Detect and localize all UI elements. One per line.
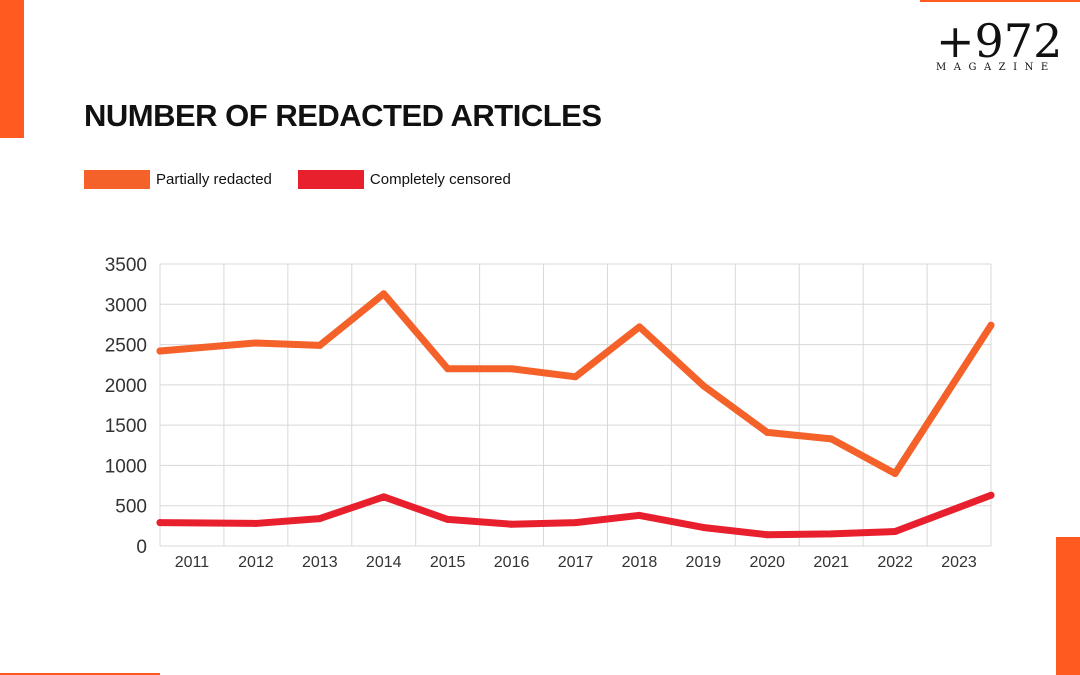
- y-tick-label: 2500: [105, 336, 147, 357]
- legend-swatch-partial: [84, 170, 150, 189]
- data-point-partially-redacted: [156, 347, 164, 355]
- data-point-partially-redacted: [987, 321, 995, 329]
- data-point-partially-redacted: [699, 382, 707, 390]
- legend-label-partial: Partially redacted: [156, 171, 272, 188]
- data-point-completely-censored: [156, 519, 164, 527]
- chart-legend: Partially redacted Completely censored: [84, 170, 537, 189]
- x-tick-label: 2022: [877, 554, 913, 571]
- data-point-partially-redacted: [316, 341, 324, 349]
- x-tick-label: 2014: [366, 554, 402, 571]
- x-tick-label: 2015: [430, 554, 466, 571]
- legend-swatch-complete: [297, 170, 364, 189]
- accent-bar-left: [0, 0, 24, 138]
- x-tick-label: 2013: [302, 554, 338, 571]
- logo-subtitle: MAGAZINE: [936, 62, 1056, 73]
- magazine-logo: +972 MAGAZINE: [936, 18, 1062, 80]
- y-tick-label: 2000: [105, 376, 147, 397]
- series-line-completely-censored: [156, 491, 995, 539]
- data-point-partially-redacted: [763, 428, 771, 436]
- data-point-completely-censored: [508, 520, 516, 528]
- x-tick-label: 2023: [941, 554, 977, 571]
- data-point-partially-redacted: [572, 373, 579, 381]
- accent-bar-right: [1056, 537, 1080, 675]
- x-tick-label: 2021: [813, 554, 849, 571]
- data-point-partially-redacted: [891, 469, 899, 477]
- data-point-completely-censored: [987, 491, 995, 499]
- legend-label-complete: Completely censored: [369, 171, 511, 188]
- x-tick-label: 2018: [622, 554, 658, 571]
- x-tick-label: 2017: [558, 554, 594, 571]
- data-point-partially-redacted: [508, 365, 516, 373]
- data-point-partially-redacted: [827, 435, 835, 443]
- y-tick-label: 1000: [105, 456, 147, 477]
- y-tick-label: 1500: [105, 416, 147, 437]
- x-tick-label: 2012: [238, 554, 274, 571]
- series-line-partially-redacted: [156, 290, 995, 477]
- legend-item-complete: Completely censored: [297, 170, 511, 189]
- y-tick-label: 3000: [105, 295, 147, 316]
- y-tick-label: 3500: [105, 255, 147, 276]
- data-point-completely-censored: [252, 519, 260, 527]
- accent-line-bottom: [0, 673, 160, 675]
- data-point-completely-censored: [572, 519, 579, 527]
- data-point-partially-redacted: [380, 290, 388, 298]
- legend-item-partial: Partially redacted: [84, 170, 272, 189]
- x-tick-label: 2011: [175, 554, 210, 571]
- data-point-completely-censored: [444, 515, 452, 523]
- data-point-completely-censored: [763, 531, 771, 539]
- data-point-completely-censored: [891, 527, 899, 535]
- data-point-partially-redacted: [635, 323, 643, 331]
- x-tick-label: 2020: [749, 554, 785, 571]
- data-point-partially-redacted: [444, 365, 452, 373]
- accent-line-top: [920, 0, 1080, 2]
- data-point-partially-redacted: [252, 339, 260, 347]
- y-tick-label: 0: [136, 537, 147, 558]
- y-tick-label: 500: [115, 497, 147, 518]
- x-tick-label: 2016: [494, 554, 530, 571]
- chart-title: NUMBER OF REDACTED ARTICLES: [84, 98, 602, 133]
- data-point-completely-censored: [635, 511, 643, 519]
- data-point-completely-censored: [827, 530, 835, 538]
- logo-mark: +972: [936, 14, 1063, 68]
- data-point-completely-censored: [380, 493, 388, 501]
- data-point-completely-censored: [316, 515, 324, 523]
- data-point-completely-censored: [699, 523, 707, 531]
- x-tick-label: 2019: [686, 554, 722, 571]
